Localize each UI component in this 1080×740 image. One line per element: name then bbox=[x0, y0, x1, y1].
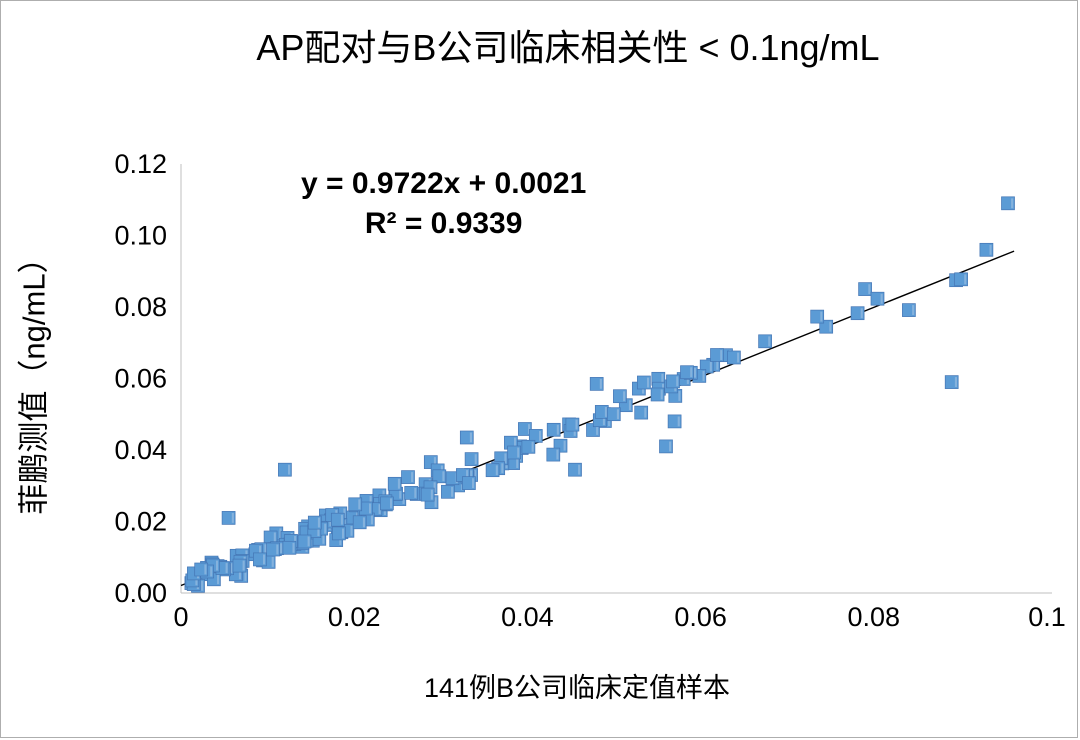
svg-text:0.02: 0.02 bbox=[328, 602, 381, 632]
svg-text:0.10: 0.10 bbox=[114, 221, 167, 251]
svg-text:0.12: 0.12 bbox=[114, 149, 167, 179]
svg-text:0.08: 0.08 bbox=[848, 602, 901, 632]
svg-text:0.08: 0.08 bbox=[114, 292, 167, 322]
svg-text:0.06: 0.06 bbox=[674, 602, 727, 632]
svg-text:0.06: 0.06 bbox=[114, 364, 167, 394]
svg-text:0.1: 0.1 bbox=[1028, 602, 1066, 632]
svg-text:0.04: 0.04 bbox=[114, 435, 167, 465]
svg-text:0.00: 0.00 bbox=[114, 578, 167, 608]
svg-text:0.04: 0.04 bbox=[501, 602, 554, 632]
svg-text:0.02: 0.02 bbox=[114, 507, 167, 537]
svg-text:0: 0 bbox=[173, 602, 188, 632]
